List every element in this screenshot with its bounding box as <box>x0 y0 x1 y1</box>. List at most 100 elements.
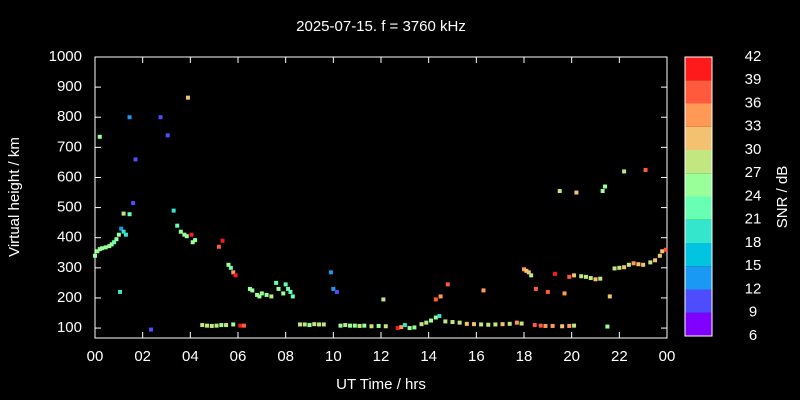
x-tick-label: 02 <box>134 348 151 365</box>
data-point <box>407 326 412 331</box>
data-point <box>552 271 557 276</box>
data-point <box>97 247 102 252</box>
x-tick-label: 10 <box>325 348 342 365</box>
data-point <box>321 322 326 327</box>
data-point <box>103 245 108 250</box>
data-point <box>286 286 291 291</box>
data-point <box>433 297 438 302</box>
x-tick-label: 06 <box>230 348 247 365</box>
data-point <box>226 262 231 267</box>
y-tick-label: 400 <box>57 229 82 246</box>
x-tick-label: 20 <box>563 348 580 365</box>
data-point <box>100 246 105 251</box>
data-point <box>231 322 236 327</box>
data-point <box>399 325 404 330</box>
colorbar-segment <box>685 243 712 267</box>
data-point <box>317 322 322 327</box>
data-point <box>131 201 136 206</box>
data-point <box>514 320 519 325</box>
colorbar-tick-label: 36 <box>745 94 762 111</box>
data-point <box>550 323 555 328</box>
data-point <box>247 286 252 291</box>
data-point <box>288 289 293 294</box>
data-point <box>93 253 97 258</box>
data-point <box>557 189 562 194</box>
colorbar-tick-label: 24 <box>745 187 762 204</box>
data-point <box>653 258 658 263</box>
data-point <box>493 322 498 327</box>
x-tick-label: 12 <box>373 348 390 365</box>
data-point <box>593 277 598 282</box>
data-point <box>190 240 195 245</box>
data-point <box>127 212 132 217</box>
data-point <box>133 157 138 162</box>
data-point <box>579 274 584 279</box>
y-tick-label: 600 <box>57 168 82 185</box>
x-tick-label: 08 <box>277 348 294 365</box>
colorbar-segment <box>685 196 712 220</box>
colorbar-segment <box>685 312 712 336</box>
data-point <box>257 294 262 299</box>
data-point <box>574 190 579 195</box>
x-tick-label: 22 <box>611 348 628 365</box>
data-point <box>290 294 295 299</box>
data-point <box>402 323 407 328</box>
data-point <box>224 323 229 328</box>
data-point <box>216 244 221 249</box>
data-point <box>165 133 170 138</box>
data-point <box>97 134 102 139</box>
data-point <box>524 268 529 273</box>
data-point <box>116 232 121 237</box>
colorbar-segment <box>685 80 712 104</box>
data-point <box>214 323 219 328</box>
data-point <box>121 211 126 216</box>
data-point <box>445 282 450 287</box>
data-point <box>457 320 462 325</box>
y-axis-label: Virtual height / km <box>6 137 23 257</box>
data-point <box>109 242 114 247</box>
colorbar-segment <box>685 150 712 174</box>
data-point <box>603 184 608 189</box>
data-point <box>338 323 343 328</box>
data-point <box>471 322 476 327</box>
colorbar-tick-label: 30 <box>745 141 762 158</box>
colorbar-segment <box>685 126 712 150</box>
colorbar-tick-label: 27 <box>745 164 762 181</box>
colorbar-tick-label: 42 <box>745 48 762 65</box>
y-tick-label: 1000 <box>49 48 82 65</box>
data-point <box>107 244 112 249</box>
data-point <box>622 169 627 174</box>
data-point <box>283 282 288 287</box>
plot-frame <box>94 56 668 339</box>
data-point <box>636 262 641 267</box>
data-point <box>486 322 491 327</box>
data-point <box>641 262 646 267</box>
data-point <box>182 232 187 237</box>
data-point <box>328 270 333 275</box>
data-point <box>114 237 119 242</box>
data-point <box>95 249 100 254</box>
data-point <box>648 260 653 265</box>
data-point <box>437 314 442 319</box>
data-point <box>583 274 588 279</box>
colorbar-segment <box>685 289 712 313</box>
y-tick-label: 700 <box>57 138 82 155</box>
data-point <box>241 323 246 328</box>
data-point <box>464 321 469 326</box>
data-point <box>622 265 627 270</box>
data-point <box>443 319 448 324</box>
data-point <box>219 323 224 328</box>
data-point <box>612 266 617 271</box>
data-point <box>274 280 279 285</box>
x-axis-label: UT Time / hrs <box>336 376 426 393</box>
y-tick-label: 900 <box>57 78 82 95</box>
data-point <box>572 273 577 278</box>
data-point <box>185 95 190 100</box>
colorbar-tick-label: 39 <box>745 71 762 88</box>
colorbar-segment <box>685 103 712 127</box>
data-point <box>297 322 302 327</box>
y-tick-label: 500 <box>57 199 82 216</box>
data-point <box>233 273 238 278</box>
data-point <box>302 322 307 327</box>
data-point <box>238 323 243 328</box>
